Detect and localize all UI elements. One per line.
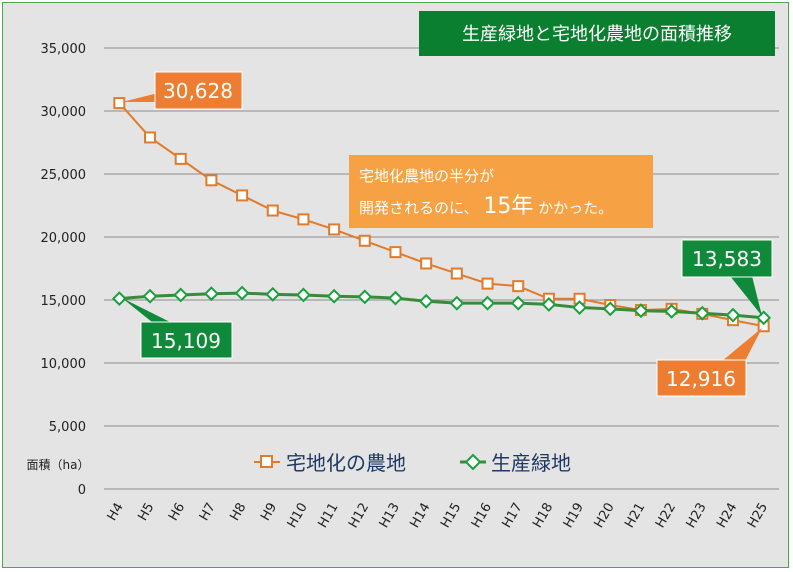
x-tick-label: H4 [105, 501, 127, 524]
callout-start-orange-label: 30,628 [163, 79, 233, 103]
data-point [297, 213, 310, 226]
x-tick-label: H5 [135, 501, 157, 524]
note-line-2-big: 15年 [483, 194, 533, 219]
data-point [449, 295, 465, 311]
x-tick-label: H8 [228, 501, 250, 524]
callout-start-green-label: 15,109 [151, 329, 221, 353]
data-point [203, 286, 219, 302]
series-1 [111, 285, 772, 326]
callout-end-orange: 12,916 [656, 328, 762, 397]
x-tick-label: H24 [714, 501, 740, 531]
diamond-marker-icon [464, 453, 482, 471]
legend-item-seisan: 生産緑地 [460, 451, 571, 475]
y-tick-label: 15,000 [41, 294, 87, 309]
data-point [358, 234, 371, 247]
x-tick-label: H25 [745, 501, 771, 531]
y-tick-label: 20,000 [41, 231, 87, 246]
data-point [418, 293, 434, 309]
note-line-1: 宅地化農地の半分が [359, 167, 494, 185]
legend-label-seisan: 生産緑地 [491, 451, 571, 475]
callout-end-orange-label: 12,916 [666, 367, 736, 391]
series-layer [111, 97, 772, 333]
data-point [512, 280, 525, 293]
x-tick-label: H17 [500, 501, 526, 531]
callout-start-orange: 30,628 [122, 71, 243, 110]
data-point [756, 310, 772, 326]
data-point [328, 223, 341, 236]
x-tick-label: H19 [561, 501, 587, 531]
data-point [236, 189, 249, 202]
y-tick-labels: 0 5,000 10,000 15,000 20,000 25,000 30,000 35,0… [41, 42, 87, 498]
note-line-2: 開発されるのに、 15年 かかった。 [359, 194, 613, 219]
data-point [388, 290, 403, 306]
y-tick-label: 5,000 [49, 420, 86, 435]
y-tick-label: 10,000 [41, 357, 87, 372]
y-axis-label: 面積（ha） [27, 457, 90, 472]
data-point [173, 287, 189, 303]
x-tick-label: H21 [622, 501, 648, 531]
x-tick-label: H6 [166, 501, 188, 524]
callout-end-green: 13,583 [681, 239, 773, 316]
x-tick-label: H11 [315, 501, 341, 531]
x-tick-label: H16 [469, 500, 495, 530]
title-background [419, 11, 775, 56]
data-point [113, 97, 126, 110]
series-line [119, 291, 764, 320]
data-point [234, 285, 250, 301]
note-box: 宅地化農地の半分が 開発されるのに、 15年 かかった。 [349, 155, 653, 228]
y-tick-label: 25,000 [41, 168, 87, 183]
note-line-2-post: かかった。 [538, 199, 613, 217]
legend: 宅地化の農地 生産緑地 [254, 451, 571, 475]
x-tick-label: H10 [285, 501, 311, 531]
data-point [602, 301, 618, 317]
data-point [266, 204, 279, 217]
x-tick-label: H9 [258, 501, 280, 524]
data-point [144, 131, 157, 144]
x-tick-label: H15 [438, 501, 464, 531]
data-point [420, 257, 433, 270]
x-tick-label: H12 [346, 501, 372, 531]
data-point [174, 152, 187, 165]
data-point [142, 288, 158, 304]
chart-title: 生産緑地と宅地化農地の面積推移 [462, 24, 732, 45]
data-point [265, 286, 281, 302]
callout-start-green: 15,109 [122, 298, 233, 359]
x-tick-label: H18 [530, 501, 556, 531]
data-point [357, 289, 373, 305]
data-point [633, 303, 649, 319]
data-point [694, 305, 710, 321]
callout-end-green-label: 13,583 [692, 247, 762, 271]
x-tick-label: H22 [653, 501, 679, 531]
y-tick-label: 35,000 [41, 42, 87, 57]
x-tick-label: H13 [377, 501, 403, 531]
y-tick-label: 0 [78, 483, 86, 498]
x-tick-label: H14 [407, 501, 433, 531]
data-point [111, 291, 127, 307]
series-line [118, 102, 764, 328]
x-tick-labels: H4 H5 H6 H7 H8 H9 H10 H11 H12 H13 H14 H15 H16 H17 H18 H… [105, 500, 771, 530]
data-point [541, 296, 557, 312]
data-point [205, 174, 218, 187]
square-marker-icon [260, 455, 273, 468]
data-point [326, 288, 342, 304]
x-tick-label: H7 [197, 501, 219, 524]
legend-item-takuchi: 宅地化の農地 [254, 451, 406, 475]
data-point [480, 295, 495, 311]
data-point [389, 246, 402, 259]
data-point [481, 277, 494, 290]
x-tick-label: H20 [592, 501, 618, 531]
data-point [725, 307, 741, 323]
data-point [664, 303, 680, 319]
y-tick-label: 30,000 [41, 105, 87, 120]
data-point [510, 295, 526, 311]
note-line-2-pre: 開発されるのに、 [359, 199, 479, 217]
data-point [296, 287, 311, 303]
legend-label-takuchi: 宅地化の農地 [286, 451, 406, 475]
data-point [450, 267, 463, 280]
x-tick-label: H23 [684, 501, 710, 531]
data-point [572, 300, 587, 315]
